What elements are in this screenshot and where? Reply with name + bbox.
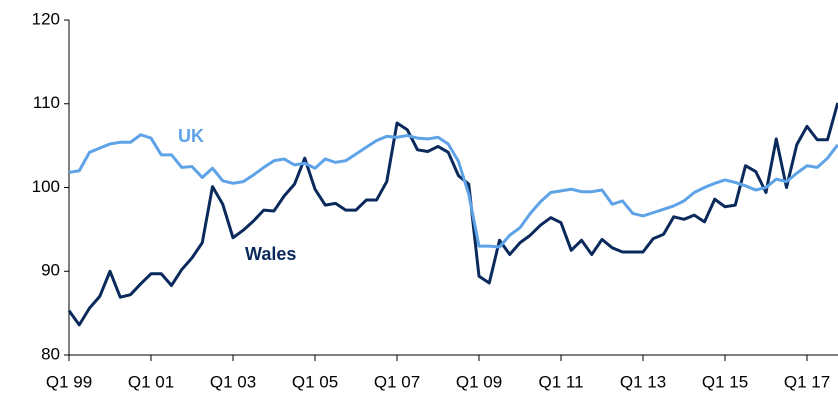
x-tick-label: Q1 01 bbox=[128, 372, 174, 391]
x-tick-label: Q1 09 bbox=[456, 372, 502, 391]
series-label: Wales bbox=[245, 244, 296, 264]
x-tick-label: Q1 07 bbox=[374, 372, 420, 391]
series-line bbox=[68, 133, 838, 249]
x-tick-label: Q1 13 bbox=[620, 372, 666, 391]
y-tick-label: 100 bbox=[32, 177, 60, 196]
x-tick-label: Q1 05 bbox=[292, 372, 338, 391]
y-tick-label: 120 bbox=[32, 9, 60, 28]
x-tick-label: Q1 11 bbox=[538, 372, 583, 391]
series-label: UK bbox=[178, 126, 204, 146]
x-tick-label: Q1 17 bbox=[784, 372, 830, 391]
x-tick-label: Q1 99 bbox=[46, 372, 92, 391]
y-tick-label: 110 bbox=[33, 93, 60, 112]
y-tick-label: 90 bbox=[41, 261, 60, 280]
y-tick-label: 80 bbox=[41, 344, 60, 363]
x-tick-label: Q1 03 bbox=[210, 372, 256, 391]
series-line bbox=[67, 102, 838, 327]
x-tick-label: Q1 15 bbox=[702, 372, 748, 391]
